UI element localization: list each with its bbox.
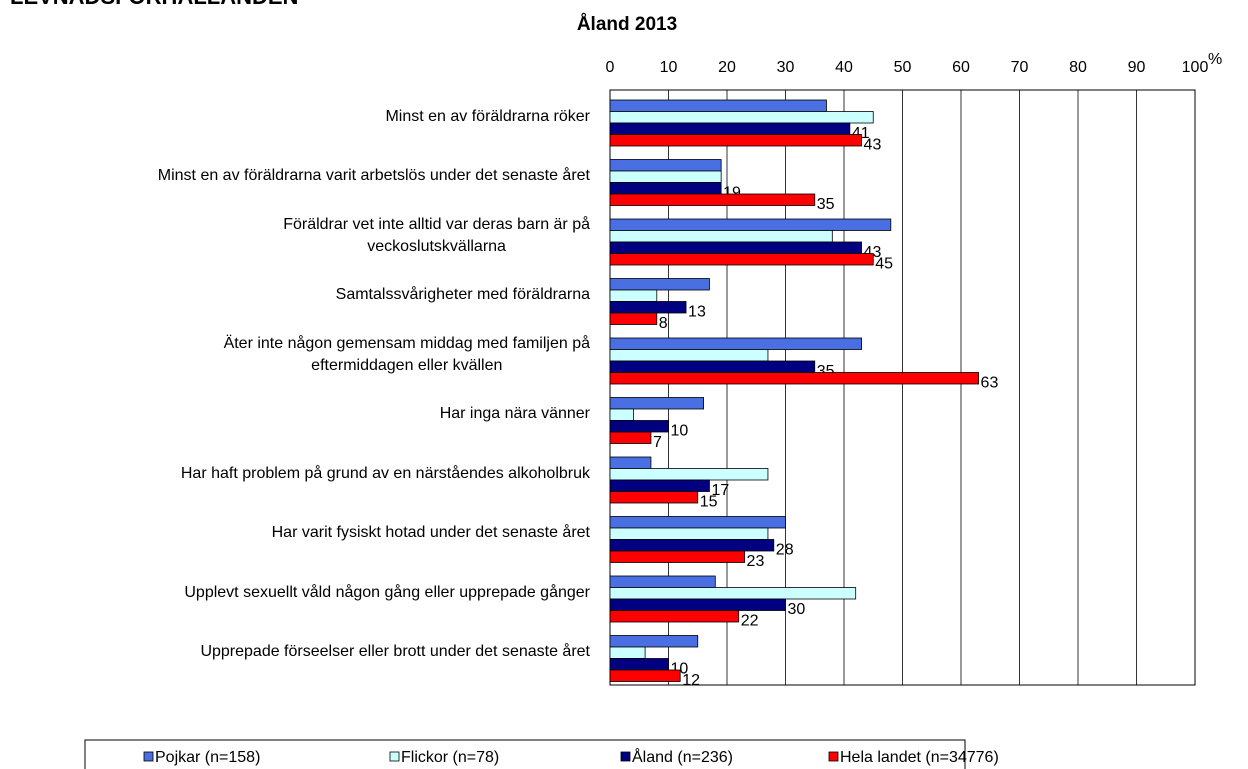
data-label: 7 [653, 434, 662, 451]
data-label: 13 [688, 303, 706, 320]
data-label: 8 [659, 315, 668, 332]
legend-label: Hela landet (n=34776) [840, 749, 999, 766]
bar [609, 349, 769, 362]
bar [609, 491, 699, 504]
bar [609, 646, 646, 659]
bar [609, 397, 704, 410]
category-label: Samtalssvårigheter med föräldrarna [335, 286, 590, 304]
bar [609, 218, 892, 231]
data-label: 22 [741, 612, 759, 629]
x-tick-label: 30 [777, 59, 795, 76]
data-label: 35 [817, 196, 835, 213]
bar [609, 111, 874, 124]
x-tick-label: 10 [660, 59, 678, 76]
bar [609, 182, 722, 195]
axis-unit: % [1208, 51, 1222, 68]
data-label: 63 [981, 374, 999, 391]
bar [609, 575, 716, 588]
bar [609, 122, 851, 135]
bar [609, 669, 681, 682]
data-label: 10 [671, 422, 689, 439]
bar [609, 159, 722, 172]
bar [609, 598, 786, 611]
data-label: 43 [864, 136, 882, 153]
legend-label: Flickor (n=78) [401, 749, 499, 766]
bar [609, 337, 862, 350]
bar [609, 253, 874, 266]
bar [609, 516, 786, 529]
x-tick-label: 70 [1011, 59, 1029, 76]
bar [609, 420, 669, 433]
x-tick-label: 40 [835, 59, 853, 76]
category-label: Föräldrar vet inte alltid var deras barn… [283, 215, 590, 255]
data-label: 45 [875, 255, 893, 272]
x-tick-label: 0 [606, 59, 615, 76]
bar [609, 312, 658, 325]
x-tick-label: 20 [718, 59, 736, 76]
legend-swatch [143, 751, 154, 762]
bar [609, 170, 722, 183]
category-label: Har inga nära vänner [439, 405, 590, 423]
bar [609, 479, 710, 492]
x-tick-label: 80 [1069, 59, 1087, 76]
bar [609, 431, 652, 444]
data-label: 28 [776, 541, 794, 558]
bar [609, 550, 745, 563]
x-tick-label: 90 [1128, 59, 1146, 76]
bar [609, 468, 769, 481]
bar [609, 230, 833, 243]
data-label: 30 [788, 601, 806, 618]
bar [609, 99, 827, 112]
data-label: 12 [682, 672, 700, 689]
bar [609, 539, 775, 552]
bar [609, 587, 857, 600]
x-tick-label: 50 [894, 59, 912, 76]
category-label: Minst en av föräldrarna varit arbetslös … [157, 167, 590, 185]
x-tick-label: 100 [1182, 59, 1209, 76]
legend-swatch [620, 751, 631, 762]
bar [609, 658, 669, 671]
legend-label: Pojkar (n=158) [155, 749, 260, 766]
bar [609, 301, 687, 314]
category-label: Minst en av föräldrarna röker [385, 107, 590, 125]
bar [609, 610, 740, 623]
x-tick-label: 60 [952, 59, 970, 76]
bar [609, 408, 634, 421]
bar [609, 134, 862, 147]
bar [609, 456, 652, 469]
bar [609, 289, 658, 302]
legend-swatch [389, 751, 400, 762]
category-label: Upplevt sexuellt våld någon gång eller u… [184, 583, 590, 601]
legend [84, 739, 966, 769]
category-label: Har haft problem på grund av en närståen… [180, 464, 590, 482]
chart-title: Åland 2013 [577, 14, 677, 35]
bar [609, 193, 816, 206]
heading: LEVNADSFÖRHÅLLANDEN [10, 0, 298, 9]
data-label: 17 [711, 482, 729, 499]
category-label: Upprepade förseelser eller brott under d… [200, 643, 590, 661]
bar [609, 635, 699, 648]
bar [609, 360, 816, 373]
bar [609, 278, 710, 291]
bar [609, 241, 862, 254]
legend-label: Åland (n=236) [632, 747, 733, 766]
data-label: 23 [747, 553, 765, 570]
bar [609, 527, 769, 540]
category-label: Äter inte någon gemensam middag med fami… [223, 334, 590, 374]
data-label: 15 [700, 493, 718, 510]
bar [609, 372, 979, 385]
category-label: Har varit fysiskt hotad under det senast… [271, 524, 590, 542]
legend-swatch [828, 751, 839, 762]
